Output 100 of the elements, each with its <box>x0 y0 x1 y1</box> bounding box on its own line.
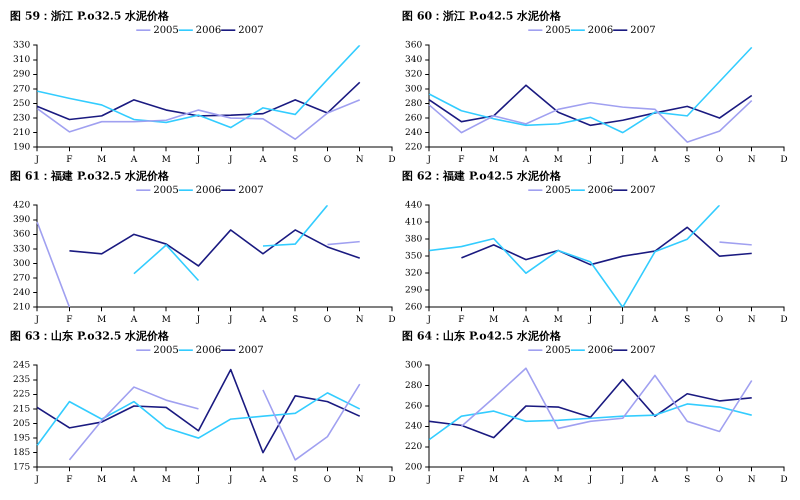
x-tick-label: O <box>324 474 332 485</box>
x-tick-label: J <box>620 314 625 325</box>
x-tick-label: N <box>356 314 364 325</box>
x-tick-label: M <box>162 474 171 485</box>
chart-title: 图 63：山东 P.o32.5 水泥价格 <box>10 329 170 342</box>
x-tick-label: S <box>684 154 690 165</box>
y-tick-label: 240 <box>12 288 30 298</box>
y-tick-label: 245 <box>12 360 30 371</box>
x-tick-label: O <box>716 154 724 165</box>
x-tick-label: M <box>489 474 498 485</box>
x-tick-label: M <box>489 154 498 165</box>
x-tick-label: J <box>620 154 625 165</box>
x-tick-label: J <box>588 314 593 325</box>
y-tick-label: 390 <box>12 215 30 226</box>
x-tick-label: F <box>66 154 73 165</box>
x-tick-label: D <box>388 474 396 485</box>
x-tick-label: M <box>489 314 498 325</box>
y-tick-label: 220 <box>404 142 422 153</box>
y-tick-label: 225 <box>12 390 30 400</box>
x-tick-label: S <box>684 314 690 325</box>
x-tick-label: J <box>34 474 40 485</box>
y-tick-label: 195 <box>12 433 30 444</box>
x-tick-label: J <box>196 314 201 325</box>
y-tick-label: 185 <box>12 448 30 458</box>
chart-title: 图 64：山东 P.o42.5 水泥价格 <box>402 329 562 342</box>
x-tick-label: M <box>97 474 106 485</box>
legend-label: 2006 <box>196 24 222 36</box>
x-tick-label: M <box>97 314 106 325</box>
legend-label: 2007 <box>238 24 264 36</box>
y-tick-label: 440 <box>404 200 422 211</box>
x-tick-label: A <box>522 154 530 165</box>
x-tick-label: D <box>780 474 788 485</box>
legend-label: 2006 <box>588 184 614 196</box>
legend-label: 2006 <box>196 344 222 356</box>
y-tick-label: 220 <box>404 442 422 452</box>
x-tick-label: S <box>684 474 690 485</box>
y-tick-label: 270 <box>12 84 30 94</box>
y-tick-label: 280 <box>404 380 422 391</box>
x-tick-label: J <box>426 474 432 485</box>
x-tick-label: F <box>458 154 465 165</box>
x-tick-label: O <box>324 154 332 165</box>
x-tick-label: D <box>388 314 396 325</box>
chart-title: 图 60：浙江 P.o42.5 水泥价格 <box>402 9 562 22</box>
x-tick-label: D <box>780 314 788 325</box>
legend-label: 2007 <box>238 184 264 196</box>
x-tick-label: O <box>716 474 724 485</box>
y-tick-label: 270 <box>12 273 30 284</box>
y-tick-label: 260 <box>404 302 422 313</box>
x-tick-label: J <box>426 154 432 165</box>
legend-label: 2006 <box>588 344 614 356</box>
x-tick-label: J <box>34 154 40 165</box>
x-tick-label: F <box>458 474 465 485</box>
x-tick-label: A <box>522 474 530 485</box>
y-tick-label: 360 <box>12 230 30 240</box>
y-tick-label: 240 <box>404 128 422 138</box>
chart-title: 图 59：浙江 P.o32.5 水泥价格 <box>10 9 170 22</box>
x-tick-label: J <box>228 314 233 325</box>
x-tick-label: J <box>426 314 432 325</box>
legend-label: 2005 <box>545 184 571 196</box>
x-tick-label: M <box>162 154 171 165</box>
legend-label: 2007 <box>630 24 656 36</box>
y-tick-label: 215 <box>12 404 30 414</box>
x-tick-label: J <box>228 154 233 165</box>
x-tick-label: S <box>292 154 298 165</box>
y-tick-label: 260 <box>404 113 422 124</box>
x-tick-label: N <box>748 314 756 325</box>
y-tick-label: 290 <box>404 286 422 296</box>
x-tick-label: A <box>258 474 267 485</box>
legend-label: 2005 <box>545 24 571 36</box>
x-tick-label: N <box>748 474 756 485</box>
y-tick-label: 410 <box>404 218 422 228</box>
x-tick-label: F <box>66 314 73 325</box>
x-tick-label: M <box>97 154 106 165</box>
y-tick-label: 200 <box>404 462 422 473</box>
x-tick-label: J <box>228 474 233 485</box>
y-tick-label: 250 <box>12 98 30 109</box>
y-tick-label: 360 <box>404 40 422 51</box>
x-tick-label: M <box>162 314 171 325</box>
x-tick-label: M <box>554 314 563 325</box>
y-tick-label: 205 <box>12 418 30 429</box>
x-tick-label: N <box>356 474 364 485</box>
x-tick-label: A <box>130 314 138 325</box>
legend-label: 2005 <box>153 344 179 356</box>
y-tick-label: 300 <box>404 360 422 371</box>
y-tick-label: 330 <box>12 40 30 51</box>
x-tick-label: F <box>66 474 73 485</box>
x-tick-label: J <box>588 474 593 485</box>
x-tick-label: A <box>130 474 138 485</box>
x-tick-label: N <box>356 154 364 165</box>
legend-label: 2005 <box>153 24 179 36</box>
y-tick-label: 210 <box>12 302 30 313</box>
x-tick-label: J <box>196 474 201 485</box>
x-tick-label: A <box>522 314 530 325</box>
legend-label: 2006 <box>196 184 222 196</box>
y-tick-label: 240 <box>404 422 422 432</box>
x-tick-label: D <box>780 154 788 165</box>
y-tick-label: 300 <box>404 84 422 94</box>
y-tick-label: 380 <box>404 234 422 245</box>
x-tick-label: S <box>292 314 298 325</box>
legend-label: 2005 <box>545 344 571 356</box>
